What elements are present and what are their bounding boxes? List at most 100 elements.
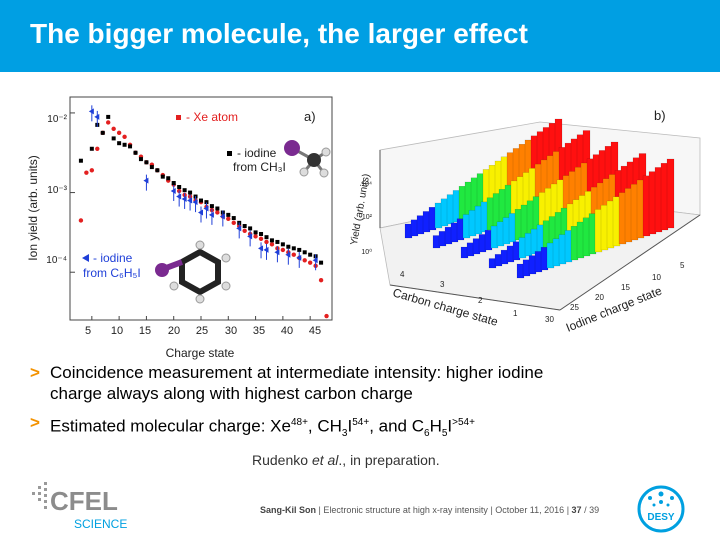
charge-superscript: 48+ [290, 417, 308, 428]
citation: Rudenko et al., in preparation. [252, 452, 440, 468]
data-point [248, 226, 253, 231]
data-point [177, 184, 182, 189]
data-point [319, 260, 324, 265]
x-tick-label: 10 [111, 325, 123, 337]
x-tick-label-b: 5 [680, 261, 685, 270]
data-point [264, 239, 269, 245]
formula-subscript: 6 [424, 428, 430, 440]
footer-page-sep: / [584, 505, 590, 515]
formula-subscript: 3 [341, 428, 348, 440]
footer-author: Sang-Kil Son [260, 505, 316, 515]
data-point [291, 246, 296, 251]
data-point [89, 146, 94, 151]
x-tick-label: 25 [196, 325, 208, 337]
x-tick-label-b: 20 [595, 293, 604, 302]
data-point [258, 236, 264, 241]
data-point [100, 130, 105, 135]
bullet-coincidence: > Coincidence measurement at intermediat… [30, 362, 670, 404]
data-point [253, 230, 258, 235]
data-point [219, 213, 225, 220]
data-point [122, 134, 127, 140]
data-point [155, 168, 160, 173]
data-point [84, 170, 89, 175]
footer-date: October 11, 2016 [495, 505, 565, 515]
x-tick-label: 35 [253, 325, 265, 337]
data-point [296, 254, 302, 261]
data-point [181, 195, 187, 202]
data-point [117, 141, 122, 146]
data-point [88, 108, 94, 115]
data-point [94, 113, 100, 120]
x-tick-label: 15 [139, 325, 151, 337]
data-point [253, 234, 258, 239]
data-point [269, 238, 274, 243]
data-point [231, 216, 236, 221]
data-point [171, 181, 176, 186]
z-tick-label: 10² [362, 214, 373, 221]
desy-logo: DESY [637, 485, 685, 533]
legend-marker-c6h5i [82, 254, 89, 262]
panel-label-a: a) [304, 109, 316, 124]
data-point [203, 205, 209, 212]
bullet-text: charge always along with highest carbon … [50, 384, 413, 403]
data-point [111, 126, 116, 132]
legend-iodine-ch3i: - iodine [237, 146, 277, 160]
data-point [226, 212, 231, 217]
data-point [258, 245, 264, 252]
legend-iodine-c6h5i: - iodine [93, 251, 133, 265]
histogram-bar [666, 158, 675, 229]
legend-xe-atom: - Xe atom [186, 110, 238, 124]
data-point [291, 252, 296, 257]
footer-separator: | [318, 505, 324, 515]
y-tick-label: 10⁻³ [47, 185, 67, 196]
data-point [166, 176, 171, 181]
data-point [204, 200, 209, 205]
data-point [95, 146, 100, 151]
data-point [111, 136, 116, 141]
data-point [215, 206, 220, 211]
legend-iodine-c6h5i-source: from C₆H₅I [83, 266, 141, 280]
bullet-list: > Coincidence measurement at intermediat… [30, 362, 670, 452]
bullet-text: I [347, 416, 353, 436]
chart-a-marks [70, 105, 329, 320]
cfel-logo-text: CFEL [50, 486, 118, 516]
ch3i-molecule-icon [284, 140, 331, 178]
footer: Sang-Kil Son | Electronic structure at h… [260, 505, 599, 515]
citation-text: ., in preparation. [338, 452, 440, 468]
x-tick-label-b: 30 [545, 315, 554, 324]
data-point [198, 209, 203, 216]
data-point [318, 277, 324, 283]
x-tick-label: 5 [85, 325, 91, 337]
data-point [160, 174, 165, 179]
data-point [226, 216, 231, 222]
data-point [187, 197, 193, 204]
bullet-text: , CH [307, 416, 342, 436]
data-point [280, 242, 285, 247]
data-point [242, 228, 247, 233]
formula-subscript: 5 [441, 428, 448, 440]
data-point [236, 225, 242, 232]
data-point [215, 210, 220, 215]
data-point [209, 204, 214, 209]
data-point [308, 252, 313, 257]
citation-text: Rudenko [252, 452, 312, 468]
slide-title: The bigger molecule, the larger effect [30, 18, 528, 49]
y-axis-label: Ion yield (arb. units) [26, 155, 40, 260]
footer-page-total: 39 [589, 505, 600, 515]
bullet-arrow-icon: > [30, 363, 40, 382]
data-point [133, 150, 138, 155]
data-point [302, 250, 307, 255]
data-point [280, 247, 286, 253]
bullet-molecular-charge: > Estimated molecular charge: Xe48+, CH3… [30, 412, 670, 444]
bullet-text: , and C [369, 416, 424, 436]
data-point [143, 177, 149, 184]
data-point [275, 239, 280, 244]
data-point [247, 233, 253, 240]
data-point [324, 313, 329, 319]
chart-b-3d-histogram [379, 118, 702, 311]
data-point [259, 231, 264, 236]
x-tick-label: 20 [168, 325, 180, 337]
x-tick-label: 40 [281, 325, 293, 337]
x-tick-label-b: 25 [570, 303, 579, 312]
footer-separator: | [566, 505, 572, 515]
